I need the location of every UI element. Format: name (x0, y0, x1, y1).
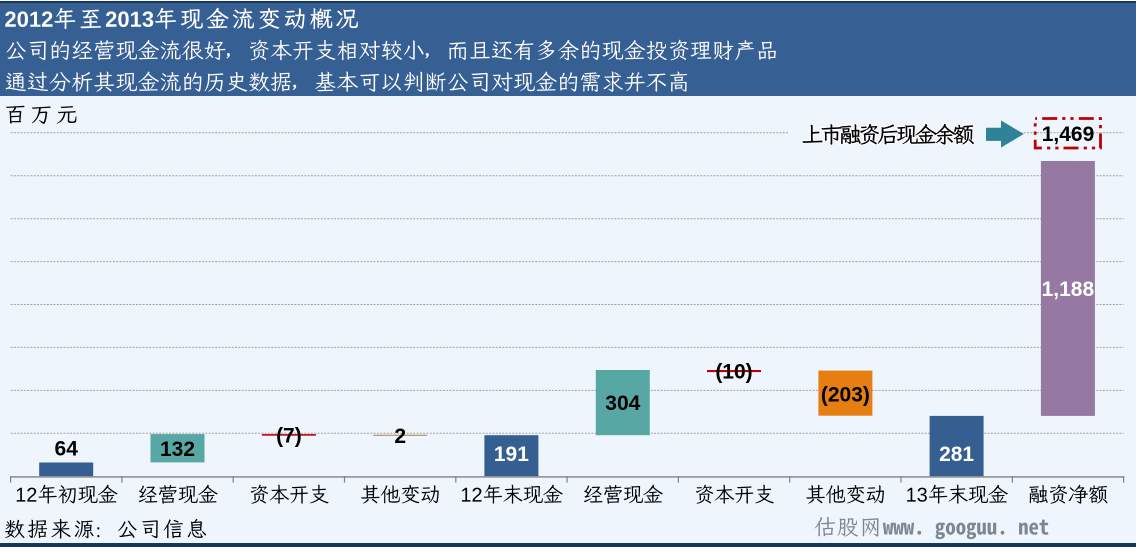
svg-text:304: 304 (605, 392, 640, 415)
svg-text:1,469: 1,469 (1042, 123, 1095, 146)
svg-text:64: 64 (55, 437, 79, 460)
svg-text:(7): (7) (276, 424, 302, 447)
svg-text:191: 191 (494, 443, 529, 466)
svg-text:281: 281 (939, 443, 974, 466)
svg-text:132: 132 (160, 438, 195, 461)
svg-text:2: 2 (394, 425, 406, 448)
svg-text:(10): (10) (715, 361, 752, 384)
svg-text:(203): (203) (821, 383, 870, 406)
svg-text:1,188: 1,188 (1042, 278, 1095, 301)
